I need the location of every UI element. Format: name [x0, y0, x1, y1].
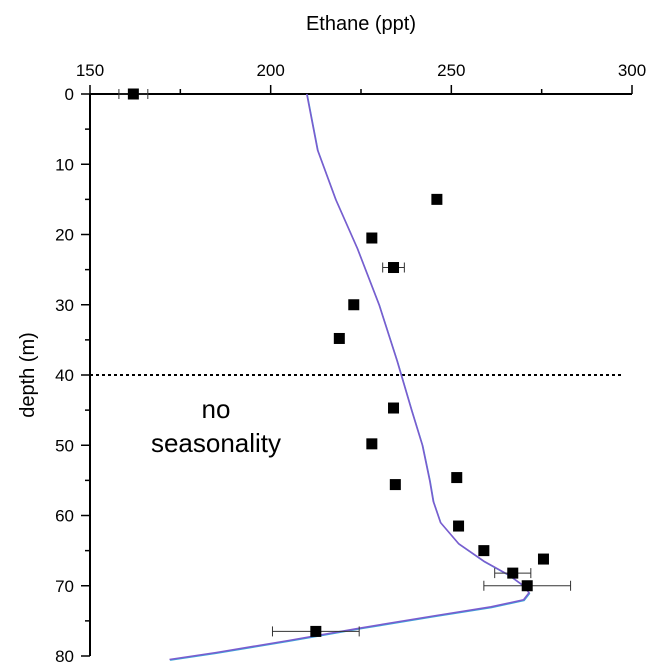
data-point	[389, 479, 401, 491]
x-axis-title: Ethane (ppt)	[306, 13, 416, 35]
y-tick-label: 70	[55, 577, 74, 596]
y-axis-title: depth (m)	[17, 332, 39, 418]
data-point	[388, 262, 400, 274]
data-point	[388, 402, 400, 414]
y-tick-label: 50	[55, 436, 74, 455]
data-point	[453, 520, 465, 532]
data-point	[348, 299, 360, 311]
data-point	[521, 580, 533, 592]
data-point	[431, 193, 443, 205]
data-point	[333, 332, 345, 344]
x-tick-label: 250	[437, 61, 465, 80]
annotation-seasonality: seasonality	[151, 428, 281, 458]
model-curve-shadow	[170, 94, 531, 661]
y-tick-label: 30	[55, 296, 74, 315]
y-tick-label: 40	[55, 366, 74, 385]
model-curve	[169, 93, 531, 661]
data-point	[310, 625, 322, 637]
annotation-no: no	[202, 394, 231, 424]
x-tick-label: 150	[76, 61, 104, 80]
x-tick-label: 300	[618, 61, 646, 80]
y-tick-label: 60	[55, 507, 74, 526]
data-point	[366, 438, 378, 450]
data-point	[478, 545, 490, 557]
data-point	[537, 553, 549, 565]
data-point	[366, 232, 378, 244]
model-curves	[169, 93, 531, 661]
data-point	[451, 472, 463, 484]
y-tick-label: 80	[55, 647, 74, 666]
data-point	[127, 88, 139, 100]
data-points	[127, 88, 549, 637]
y-axis: 0 10 20 30 40 50 60 70 80	[55, 85, 91, 666]
y-tick-label: 0	[65, 85, 74, 104]
error-bars	[118, 89, 572, 637]
x-axis: 150 200 250 300	[76, 61, 646, 95]
x-tick-label: 200	[256, 61, 284, 80]
data-point	[507, 567, 519, 579]
y-tick-label: 20	[55, 226, 74, 245]
y-tick-label: 10	[55, 155, 74, 174]
